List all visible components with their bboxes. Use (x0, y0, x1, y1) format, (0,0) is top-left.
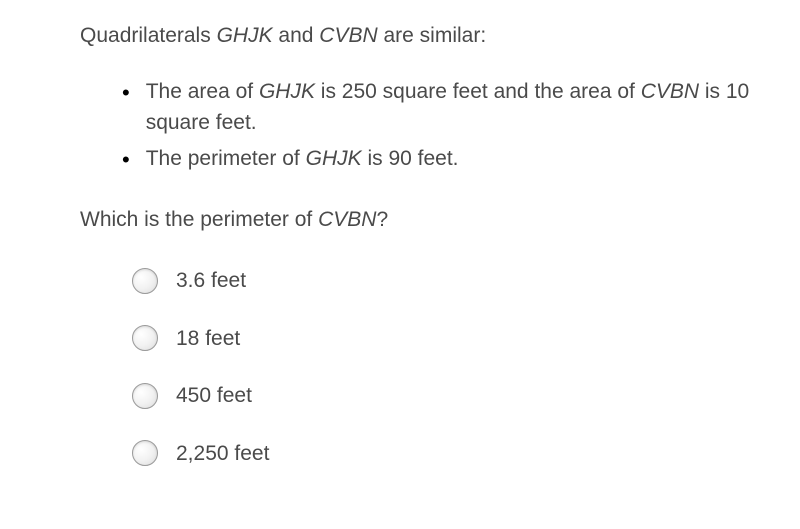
prompt-term: CVBN (318, 208, 376, 231)
intro-text-post: are similar: (378, 24, 487, 47)
options-group: 3.6 feet 18 feet 450 feet 2,250 feet (132, 265, 750, 469)
option-4[interactable]: 2,250 feet (132, 438, 750, 470)
bullet-italic: GHJK (259, 80, 315, 103)
intro-term-2: CVBN (319, 24, 377, 47)
question-intro: Quadrilaterals GHJK and CVBN are similar… (80, 20, 750, 52)
radio-icon[interactable] (132, 383, 158, 409)
bullet-text: The area of GHJK is 250 square feet and … (146, 76, 750, 139)
prompt-post: ? (376, 208, 388, 231)
option-label: 18 feet (176, 323, 240, 355)
option-1[interactable]: 3.6 feet (132, 265, 750, 297)
bullet-seg: is 90 feet. (362, 147, 459, 170)
option-3[interactable]: 450 feet (132, 380, 750, 412)
bullet-list: • The area of GHJK is 250 square feet an… (122, 76, 750, 176)
bullet-icon: • (122, 143, 130, 176)
intro-term-1: GHJK (217, 24, 273, 47)
intro-text-mid: and (273, 24, 320, 47)
radio-icon[interactable] (132, 268, 158, 294)
bullet-italic: CVBN (641, 80, 699, 103)
bullet-icon: • (122, 76, 130, 109)
option-2[interactable]: 18 feet (132, 323, 750, 355)
bullet-seg: is 250 square feet and the area of (315, 80, 641, 103)
bullet-seg: The perimeter of (146, 147, 306, 170)
question-prompt: Which is the perimeter of CVBN? (80, 204, 750, 236)
bullet-text: The perimeter of GHJK is 90 feet. (146, 143, 750, 175)
radio-icon[interactable] (132, 440, 158, 466)
prompt-pre: Which is the perimeter of (80, 208, 318, 231)
option-label: 3.6 feet (176, 265, 246, 297)
radio-icon[interactable] (132, 325, 158, 351)
bullet-italic: GHJK (306, 147, 362, 170)
option-label: 450 feet (176, 380, 252, 412)
option-label: 2,250 feet (176, 438, 269, 470)
intro-text-pre: Quadrilaterals (80, 24, 217, 47)
bullet-item: • The area of GHJK is 250 square feet an… (122, 76, 750, 139)
bullet-item: • The perimeter of GHJK is 90 feet. (122, 143, 750, 176)
bullet-seg: The area of (146, 80, 259, 103)
